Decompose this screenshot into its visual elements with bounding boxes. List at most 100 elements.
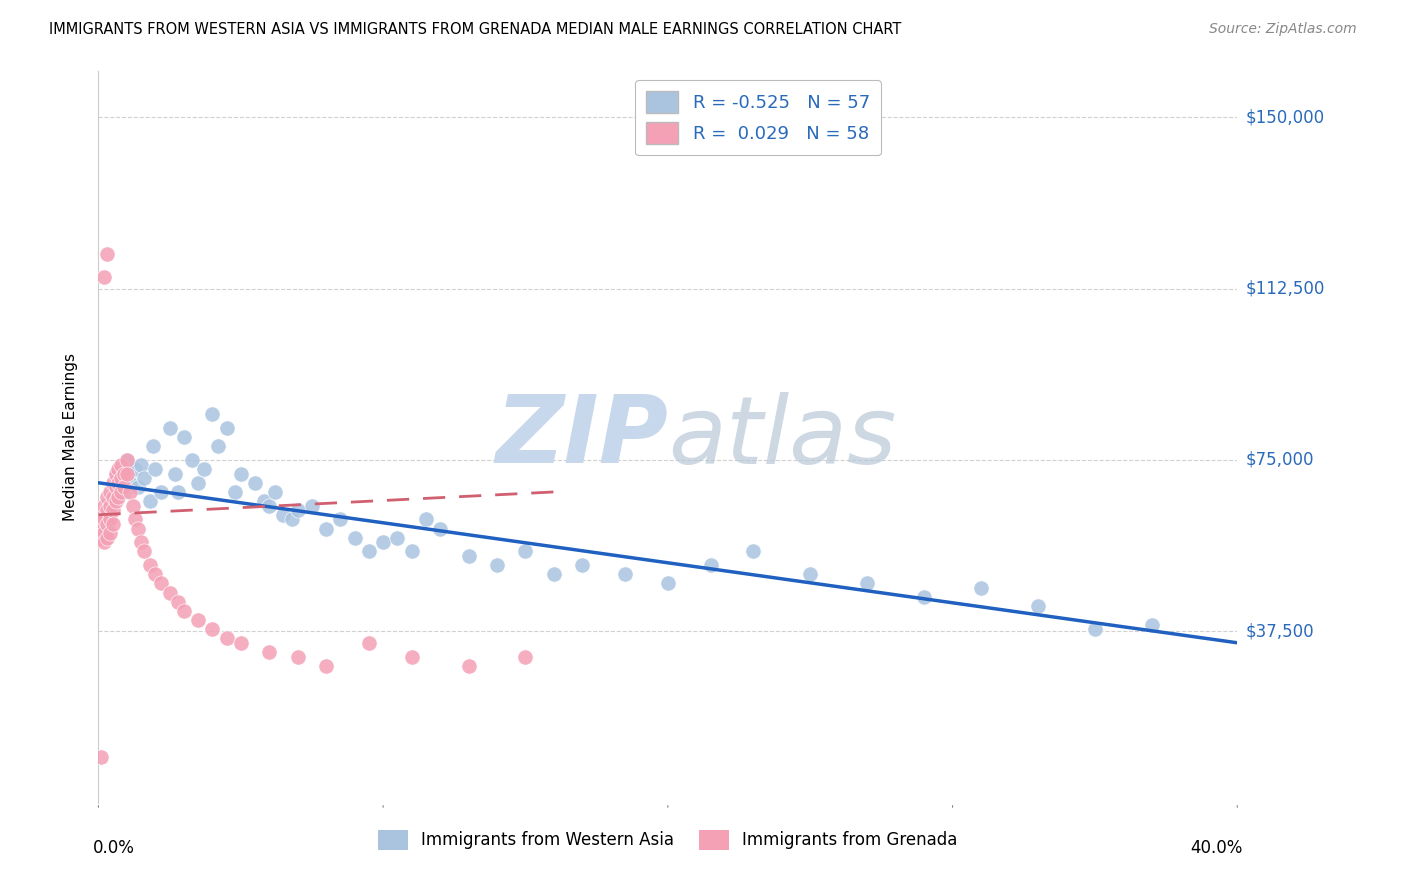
Point [165,467,187,481]
Legend: Immigrants from Western Asia, Immigrants from Grenada: Immigrants from Western Asia, Immigrants… [371,823,965,856]
Point [118,475,141,490]
Point [1084,622,1107,636]
Point [357,544,380,558]
Text: Source: ZipAtlas.com: Source: ZipAtlas.com [1209,22,1357,37]
Point [150,484,173,499]
Point [173,430,195,444]
Point [90,750,112,764]
Point [614,567,637,582]
Point [167,484,190,499]
Point [129,458,152,472]
Point [187,475,209,490]
Point [107,490,129,504]
Point [132,544,155,558]
Text: IMMIGRANTS FROM WESTERN ASIA VS IMMIGRANTS FROM GRENADA MEDIAN MALE EARNINGS COR: IMMIGRANTS FROM WESTERN ASIA VS IMMIGRAN… [49,22,901,37]
Point [207,439,229,453]
Text: 0.0%: 0.0% [93,839,135,857]
Point [101,475,124,490]
Point [856,576,879,591]
Point [150,576,173,591]
Point [101,503,124,517]
Point [264,484,287,499]
Point [193,462,215,476]
Point [742,544,765,558]
Point [1140,617,1163,632]
Point [141,439,163,453]
Point [357,636,380,650]
Point [243,475,266,490]
Point [181,453,204,467]
Point [515,544,537,558]
Point [657,576,679,591]
Point [1026,599,1049,614]
Point [93,270,115,285]
Text: $37,500: $37,500 [1246,623,1315,640]
Point [215,632,238,646]
Point [229,467,252,481]
Point [415,512,437,526]
Point [252,494,274,508]
Point [215,421,238,435]
Point [93,499,115,513]
Text: ZIP: ZIP [495,391,668,483]
Text: atlas: atlas [668,392,896,483]
Point [429,521,451,535]
Point [457,658,479,673]
Point [167,594,190,608]
Point [301,499,323,513]
Point [127,480,149,494]
Point [145,462,167,476]
Point [515,649,537,664]
Point [259,645,281,659]
Point [138,558,160,573]
Point [96,490,118,504]
Point [387,531,409,545]
Point [912,590,935,604]
Point [281,512,304,526]
Point [132,471,155,485]
Text: $75,000: $75,000 [1246,451,1315,469]
Point [457,549,479,563]
Point [124,462,146,476]
Point [112,467,135,481]
Point [129,535,152,549]
Point [315,658,337,673]
Point [121,499,143,513]
Point [329,512,352,526]
Point [343,531,366,545]
Point [187,613,209,627]
Point [486,558,509,573]
Point [115,467,138,481]
Point [107,462,129,476]
Point [98,526,121,541]
Point [315,521,337,535]
Point [93,535,115,549]
Text: 40.0%: 40.0% [1191,839,1243,857]
Point [110,471,132,485]
Point [104,480,127,494]
Point [90,521,112,535]
Point [118,484,141,499]
Point [159,585,181,599]
Point [287,649,309,664]
Y-axis label: Median Male Earnings: Median Male Earnings [63,353,77,521]
Point [112,484,135,499]
Point [401,649,423,664]
Point [201,622,224,636]
Point [107,475,129,490]
Point [571,558,593,573]
Point [970,581,993,595]
Point [96,531,118,545]
Point [110,458,132,472]
Point [229,636,252,650]
Point [104,494,127,508]
Point [159,421,181,435]
Point [799,567,821,582]
Point [104,467,127,481]
Point [93,512,115,526]
Point [98,499,121,513]
Point [96,516,118,531]
Point [543,567,565,582]
Point [373,535,395,549]
Point [287,503,309,517]
